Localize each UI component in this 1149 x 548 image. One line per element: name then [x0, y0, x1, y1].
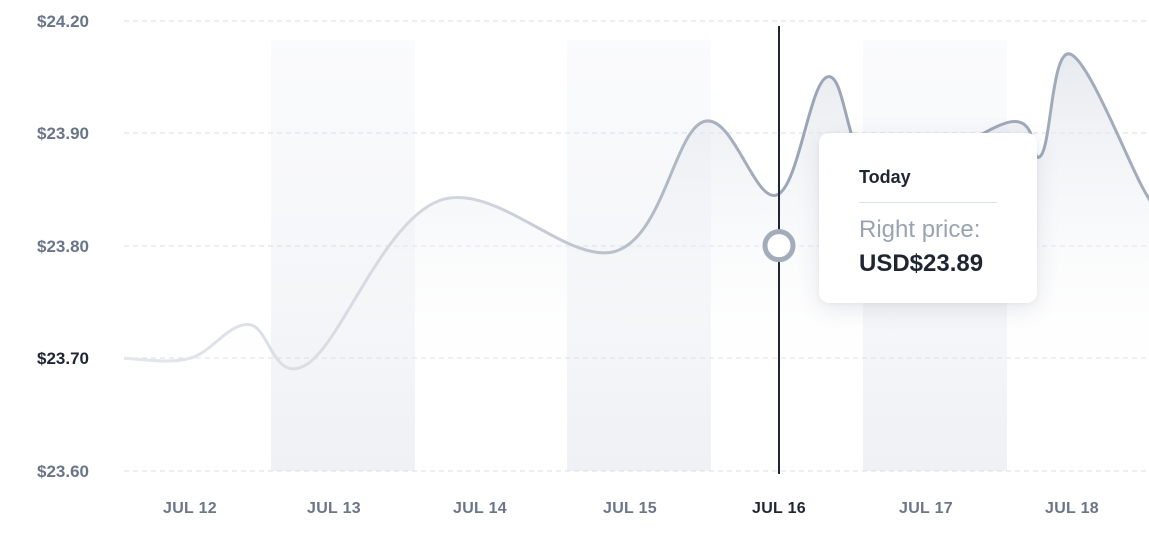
- x-tick-label: JUL 16: [752, 500, 806, 517]
- x-tick-label: JUL 12: [163, 500, 217, 517]
- tooltip-value: USD$23.89: [859, 250, 984, 277]
- price-line: [124, 52, 1149, 371]
- y-tick-label: $23.60: [37, 462, 89, 481]
- y-tick-label: $24.20: [37, 12, 89, 31]
- x-tick-label: JUL 15: [603, 500, 657, 517]
- y-tick-label: $23.90: [37, 124, 89, 143]
- x-tick-label: JUL 17: [899, 500, 953, 517]
- area-fill: [124, 54, 1149, 411]
- x-tick-label: JUL 18: [1045, 500, 1099, 517]
- price-marker[interactable]: [762, 229, 796, 263]
- y-axis-ticks: $23.60 $23.70 $23.80 $23.90 $24.20: [37, 12, 89, 481]
- tooltip-title: Today: [859, 167, 997, 203]
- x-tick-label: JUL 14: [453, 500, 507, 517]
- price-area: [124, 52, 1149, 411]
- y-tick-label: $23.80: [37, 237, 89, 256]
- x-axis-ticks: JUL 12 JUL 13 JUL 14 JUL 15 JUL 16 JUL 17 JUL …: [163, 500, 1099, 517]
- hover-cursor: [762, 26, 796, 474]
- y-tick-label: $23.70: [37, 349, 89, 368]
- tooltip-label: Right price:: [859, 216, 981, 243]
- price-tooltip: Today Right price: USD$23.89: [819, 133, 1037, 303]
- x-tick-label: JUL 13: [307, 500, 361, 517]
